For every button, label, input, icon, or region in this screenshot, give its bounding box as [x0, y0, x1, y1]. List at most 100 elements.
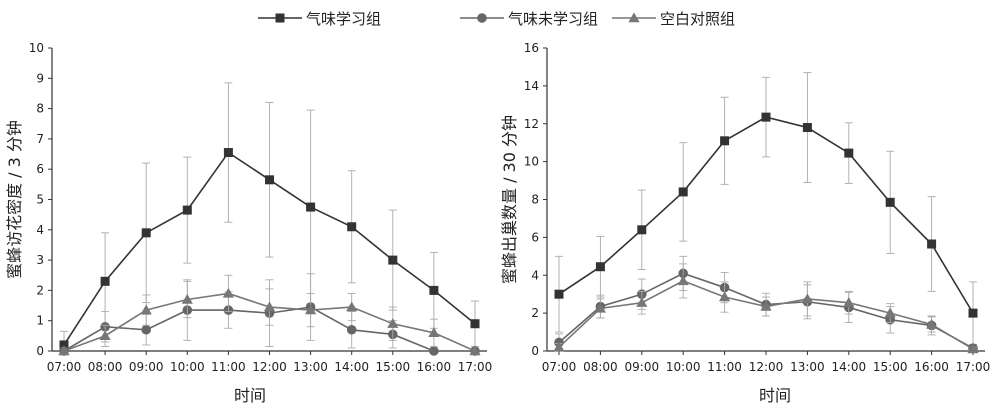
- y-tick-label: 6: [36, 162, 44, 176]
- data-point: [428, 327, 440, 338]
- data-point: [223, 148, 233, 158]
- data-point: [802, 123, 812, 133]
- x-tick-label: 13:00: [790, 360, 825, 374]
- y-tick-label: 8: [36, 102, 44, 116]
- data-point: [885, 197, 895, 207]
- chart-flower-visit-density: 0 1 2 3 4 5 6 7 8 9 10 07:00 08:00 09:00 10:00 11:00 12:…: [5, 41, 492, 405]
- x-tick-label: 10:00: [666, 360, 701, 374]
- data-point: [58, 345, 70, 356]
- data-point: [347, 222, 357, 232]
- y-tick-label: 0: [531, 344, 539, 358]
- data-point: [884, 307, 896, 318]
- data-point: [927, 239, 937, 249]
- series-0: [554, 72, 978, 345]
- data-point: [141, 228, 151, 238]
- data-point: [719, 291, 731, 302]
- y-tick-label: 4: [531, 268, 539, 282]
- data-point: [140, 304, 152, 315]
- data-point: [843, 297, 855, 307]
- data-point: [678, 187, 688, 197]
- data-point: [306, 202, 316, 212]
- legend-marker-0: [275, 13, 285, 23]
- data-point: [636, 297, 648, 307]
- data-point: [429, 346, 439, 356]
- data-point: [346, 301, 358, 312]
- data-point: [429, 285, 439, 295]
- data-point: [677, 275, 689, 286]
- x-tick-label: 10:00: [170, 360, 205, 374]
- x-tick-label: 16:00: [914, 360, 949, 374]
- data-point: [59, 340, 69, 350]
- x-tick-label: 09:00: [625, 360, 660, 374]
- data-point: [141, 324, 151, 335]
- data-point: [387, 318, 399, 328]
- x-tick-label: 08:00: [583, 360, 618, 374]
- x-tick-label: 17:00: [458, 360, 493, 374]
- data-point: [967, 343, 979, 354]
- x-tick-label: 13:00: [293, 360, 328, 374]
- series-0: [59, 82, 480, 352]
- legend-marker-1: [477, 13, 487, 23]
- data-point: [346, 324, 357, 335]
- x-tick-label: 14:00: [832, 360, 867, 374]
- x-axis-label: 时间: [759, 386, 791, 405]
- x-tick-label: 12:00: [252, 360, 287, 374]
- x-tick-label: 09:00: [129, 360, 164, 374]
- x-tick-label: 11:00: [707, 360, 742, 374]
- y-axis-label: 蜜蜂访花密度 / 3 分钟: [5, 120, 24, 279]
- data-point: [265, 175, 274, 185]
- data-point: [222, 287, 234, 298]
- x-tick-label: 15:00: [873, 360, 908, 374]
- data-point: [182, 205, 192, 215]
- x-tick-label: 12:00: [749, 360, 784, 374]
- y-tick-label: 8: [531, 193, 539, 207]
- data-point: [844, 148, 854, 158]
- data-point: [554, 289, 564, 299]
- chart-bee-exits: 0 2 4 6 8 10 12 14 16 07:00 08:00 09:00 10:00 11:00 12…: [500, 41, 990, 405]
- x-tick-label: 17:00: [956, 360, 991, 374]
- y-tick-label: 2: [36, 283, 44, 297]
- data-point: [801, 293, 813, 304]
- y-tick-label: 5: [36, 193, 44, 207]
- series-2: [58, 274, 481, 356]
- data-point: [637, 225, 647, 235]
- data-point: [761, 112, 771, 122]
- y-tick-label: 10: [29, 41, 44, 55]
- data-point: [553, 341, 565, 352]
- data-point: [594, 302, 606, 313]
- data-point: [470, 319, 480, 329]
- y-axis-label: 蜜蜂出巢数量 / 30 分钟: [500, 115, 519, 284]
- data-point: [263, 301, 276, 312]
- y-tick-label: 6: [531, 230, 539, 244]
- x-tick-label: 07:00: [47, 360, 82, 374]
- y-tick-label: 1: [36, 314, 44, 328]
- legend-label-2: 空白对照组: [660, 10, 735, 28]
- y-tick-label: 12: [524, 117, 539, 131]
- y-tick-label: 4: [36, 223, 44, 237]
- data-point: [595, 262, 605, 272]
- legend-marker-2: [628, 12, 640, 23]
- series-2: [553, 263, 979, 354]
- y-tick-label: 2: [531, 306, 539, 320]
- data-point: [968, 308, 978, 318]
- x-tick-label: 08:00: [88, 360, 123, 374]
- legend-label-1: 气味未学习组: [508, 10, 598, 28]
- y-tick-label: 16: [524, 41, 539, 55]
- x-tick-label: 16:00: [417, 360, 452, 374]
- x-tick-label: 07:00: [542, 360, 577, 374]
- x-axis-label: 时间: [234, 386, 266, 405]
- data-point: [469, 345, 481, 356]
- y-tick-label: 7: [36, 132, 44, 146]
- legend: 气味学习组 气味未学习组 空白对照组: [258, 10, 735, 28]
- y-tick-label: 10: [524, 155, 539, 169]
- data-point: [388, 255, 398, 265]
- data-point: [720, 136, 730, 146]
- y-tick-label: 14: [524, 79, 539, 93]
- data-point: [760, 300, 772, 311]
- data-point: [926, 318, 938, 329]
- data-point: [100, 276, 110, 286]
- data-point: [181, 293, 193, 304]
- y-tick-label: 0: [36, 344, 44, 358]
- x-tick-label: 14:00: [334, 360, 369, 374]
